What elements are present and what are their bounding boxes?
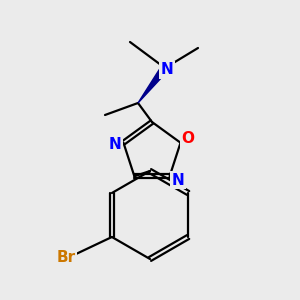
Polygon shape [138, 66, 168, 103]
Text: O: O [181, 131, 194, 146]
Text: N: N [160, 62, 173, 77]
Text: Br: Br [56, 250, 76, 265]
Text: N: N [171, 173, 184, 188]
Text: N: N [109, 137, 122, 152]
